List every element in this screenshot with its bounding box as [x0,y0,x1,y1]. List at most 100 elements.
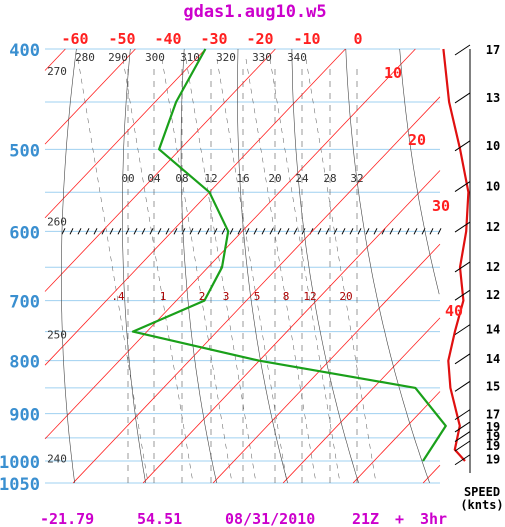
dry-adiabat-line [122,48,146,483]
hatch-mark [181,228,186,235]
mixing-ratio-label: 20 [339,290,352,303]
mixing-ratio-line [245,58,317,483]
hatch-mark [245,228,250,235]
isotherm-line [44,48,276,292]
hatch-mark [413,228,418,235]
isotherm-line [44,48,416,440]
hatch-mark [405,228,410,235]
hatch-mark [301,228,306,235]
lifted-index: -21.79 [40,510,94,527]
hatch-mark [221,228,226,235]
ttd-label: 28 [323,172,336,185]
hatch-mark [293,228,298,235]
hatch-mark [357,228,362,235]
hatch-mark [277,228,282,235]
theta-label-top: 330 [252,51,272,64]
temperature-side-label: 20 [408,131,426,149]
wind-speed-label: 15 [486,379,500,393]
hatch-mark [205,228,210,235]
wind-barb [454,221,471,233]
mixing-ratio-line [305,58,377,483]
theta-label-top: 340 [287,51,307,64]
theta-label-top: 300 [145,51,165,64]
theta-label-left: 240 [47,453,67,466]
pressure-tick-label: 400 [9,41,40,61]
hatch-mark [229,228,234,235]
ttd-label: 08 [175,172,188,185]
hatch-mark [325,228,330,235]
hatch-mark [237,228,242,235]
wind-speed-label: 14 [486,323,500,337]
mixing-ratio-label: .4 [111,290,125,303]
theta-label-left: 250 [47,329,67,342]
wind-barb [454,421,471,433]
isotherm-line [142,170,441,484]
wind-speed-label: 19 [486,430,500,444]
theta-label-left: 270 [47,65,67,78]
pressure-tick-label: 600 [9,223,40,243]
cape-value: 54.51 [137,510,182,527]
chart-title: gdas1.aug10.w5 [183,2,326,22]
wind-barb [454,289,471,301]
mixing-ratio-line [216,58,288,483]
hatch-mark [77,228,82,235]
wind-barb [454,380,471,392]
hatch-mark [133,228,138,235]
isotherm-line [44,48,66,71]
ttd-label: 00 [121,172,134,185]
isotherm-line [352,391,441,484]
wind-barb [454,181,471,193]
mixing-ratio-label: 2 [199,290,206,303]
wind-barb [454,324,471,336]
isotherm-line [422,464,441,484]
wind-speed-label: 19 [486,420,500,434]
forecast-hour: 3hr [420,510,447,527]
hatch-mark [261,228,266,235]
temperature-tick-label: -10 [293,30,320,48]
dry-adiabat-line [237,48,288,483]
wind-speed-label: 12 [486,288,500,302]
pressure-tick-label: 900 [9,406,40,426]
time-label: 21Z [352,510,379,527]
mixing-ratio-line [269,58,341,483]
hatch-mark [213,228,218,235]
wind-barb [454,140,471,152]
hatch-mark [93,228,98,235]
wind-barb [454,431,471,442]
pressure-tick-label: 500 [9,141,40,161]
temperature-side-label: 10 [384,64,402,82]
dry-adiabat-line [345,48,430,483]
temperature-tick-label: -50 [108,30,135,48]
wind-barb [454,44,471,56]
hatch-mark [365,228,370,235]
hatch-mark [373,228,378,235]
wind-speed-label: 17 [486,43,500,57]
isotherm-line [72,96,441,484]
mixing-ratio-label: 5 [254,290,261,303]
hatch-mark [197,228,202,235]
dry-adiabat-line [61,48,77,483]
speed-units: (knts) [460,498,503,512]
hatch-mark [253,228,258,235]
plus-sign: + [395,510,404,527]
wind-speed-label: 10 [486,139,500,153]
ttd-label: 12 [204,172,217,185]
hatch-mark [429,228,434,235]
pressure-tick-label: 1050 [0,475,40,495]
hatch-mark [117,228,122,235]
dry-adiabat-lines [61,48,440,483]
mixing-ratio-line [122,58,194,483]
hatch-mark [189,228,194,235]
wind-speed-label: 17 [486,408,500,422]
date-label: 08/31/2010 [225,510,315,527]
ttd-label: 32 [350,172,363,185]
hatch-mark [173,228,178,235]
hatch-mark [109,228,114,235]
hatch-mark [69,228,74,235]
wind-speed-label: 19 [486,439,500,453]
dry-adiabat-line [180,48,217,483]
speed-label: SPEED [464,485,500,499]
isotherm-line [44,48,346,366]
